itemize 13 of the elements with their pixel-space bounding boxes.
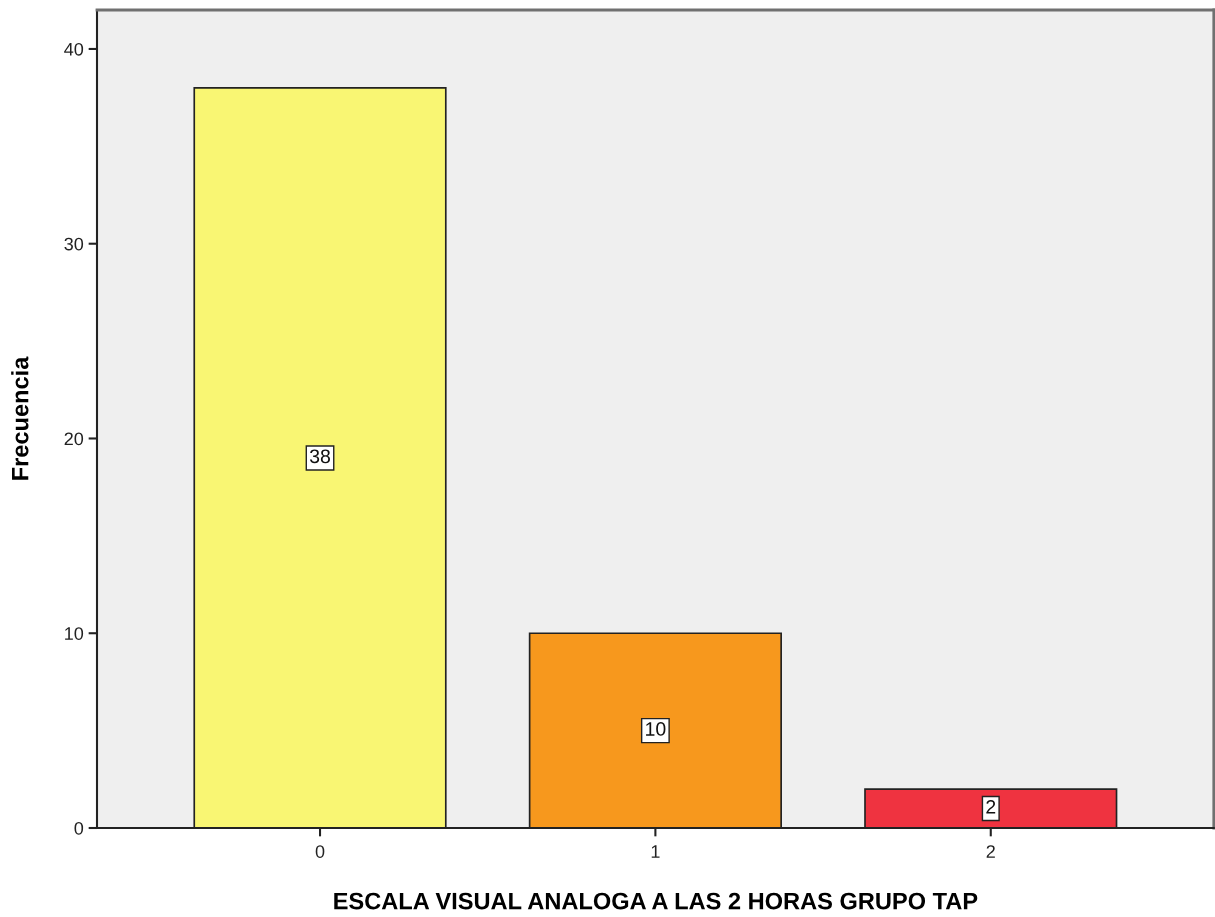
- data-label: 10: [646, 722, 666, 736]
- y-tick-label: 0: [74, 821, 84, 835]
- x-tick-label: 1: [651, 845, 660, 858]
- y-tick-label: 20: [64, 432, 84, 446]
- data-label: 38: [309, 449, 330, 464]
- y-tick-label: 10: [65, 627, 84, 640]
- y-tick-label: 30: [64, 237, 84, 251]
- data-label: 2: [986, 799, 996, 814]
- y-tick-label: 40: [64, 42, 84, 56]
- y-axis-title: Frecuencia: [11, 356, 29, 480]
- x-axis-title: ESCALA VISUAL ANALOGA A LAS 2 HORAS GRUPO TAP: [334, 892, 978, 910]
- x-tick-label: 2: [986, 845, 995, 858]
- x-tick-label: 0: [315, 845, 325, 858]
